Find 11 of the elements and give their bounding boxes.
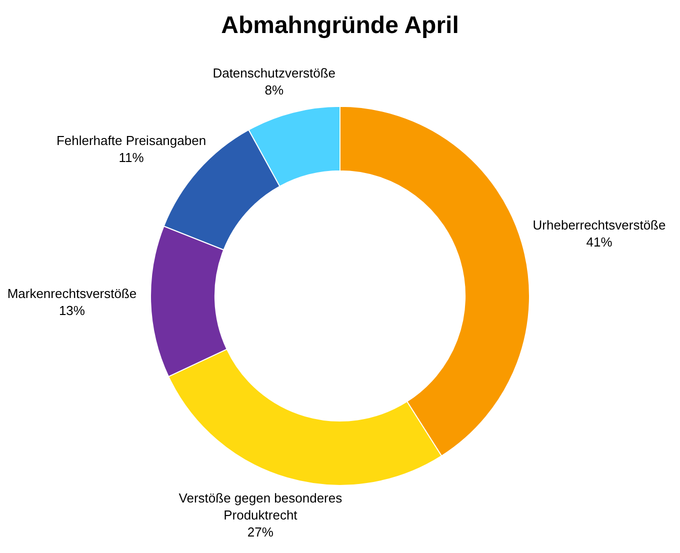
chart-title: Abmahngründe April <box>221 12 459 40</box>
data-label: 8% <box>264 82 284 98</box>
slice-label: Urheberrechtsverstöße <box>532 217 666 232</box>
slice-label: Verstöße gegen besonderes Produktrecht <box>178 490 343 522</box>
data-label: 41% <box>586 234 613 250</box>
data-label: 27% <box>247 524 274 540</box>
slice-label: Fehlerhafte Preisangaben <box>56 133 206 148</box>
data-label: 11% <box>118 150 144 166</box>
slice-label: Datenschutzverstöße <box>212 65 336 80</box>
slice-label: Markenrechtsverstöße <box>7 286 137 301</box>
data-label: 13% <box>58 302 86 318</box>
